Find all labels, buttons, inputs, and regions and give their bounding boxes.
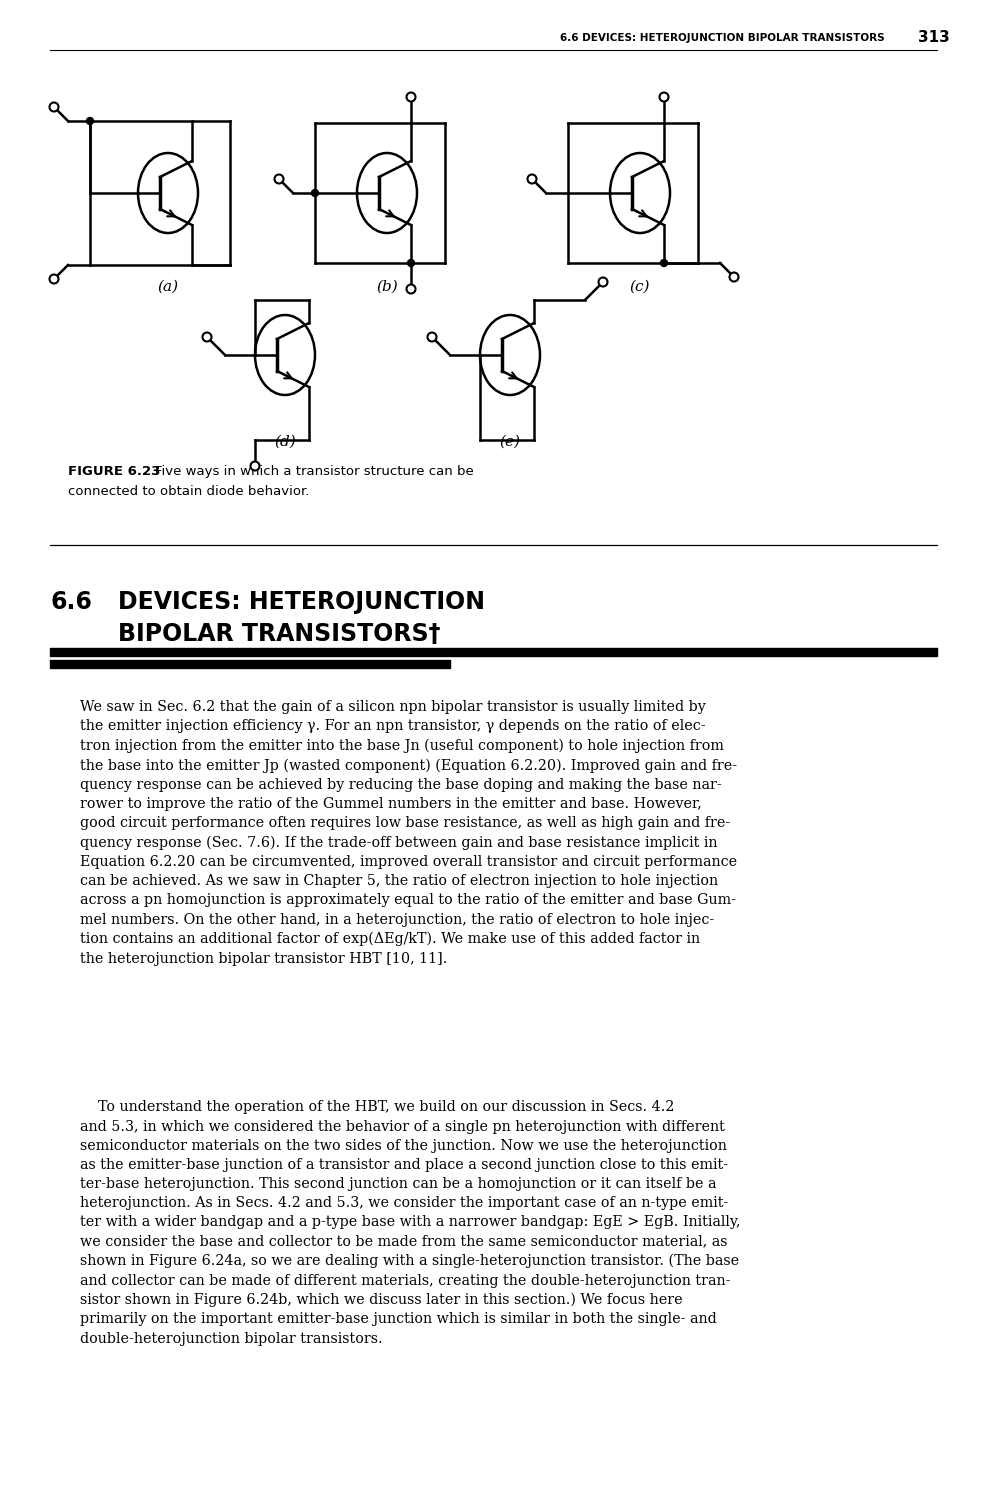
Circle shape	[427, 333, 436, 342]
Text: (d): (d)	[274, 435, 296, 448]
Circle shape	[598, 278, 607, 286]
Circle shape	[659, 93, 668, 102]
Circle shape	[406, 93, 415, 102]
Text: 6.6: 6.6	[50, 590, 92, 613]
Circle shape	[274, 174, 283, 183]
Circle shape	[49, 274, 58, 284]
Circle shape	[729, 273, 738, 282]
Text: DEVICES: HETEROJUNCTION: DEVICES: HETEROJUNCTION	[118, 590, 484, 613]
Text: BIPOLAR TRANSISTORS†: BIPOLAR TRANSISTORS†	[118, 622, 440, 646]
Text: FIGURE 6.23: FIGURE 6.23	[68, 465, 160, 478]
Text: (b): (b)	[376, 280, 397, 294]
Circle shape	[250, 462, 259, 471]
Text: 6.6 DEVICES: HETEROJUNCTION BIPOLAR TRANSISTORS: 6.6 DEVICES: HETEROJUNCTION BIPOLAR TRAN…	[559, 33, 883, 44]
Circle shape	[312, 189, 318, 196]
Text: (e): (e)	[499, 435, 520, 448]
Circle shape	[87, 117, 94, 124]
Text: We saw in Sec. 6.2 that the gain of a silicon npn bipolar transistor is usually : We saw in Sec. 6.2 that the gain of a si…	[80, 700, 737, 966]
Text: (a): (a)	[158, 280, 178, 294]
Circle shape	[406, 285, 415, 294]
Circle shape	[49, 102, 58, 111]
Circle shape	[407, 260, 414, 267]
Text: connected to obtain diode behavior.: connected to obtain diode behavior.	[68, 484, 309, 498]
Text: (c): (c)	[629, 280, 650, 294]
Circle shape	[202, 333, 211, 342]
Text: 313: 313	[917, 30, 950, 45]
Text: To understand the operation of the HBT, we build on our discussion in Secs. 4.2
: To understand the operation of the HBT, …	[80, 1101, 740, 1346]
Text: Five ways in which a transistor structure can be: Five ways in which a transistor structur…	[155, 465, 473, 478]
Circle shape	[527, 174, 536, 183]
Circle shape	[660, 260, 667, 267]
